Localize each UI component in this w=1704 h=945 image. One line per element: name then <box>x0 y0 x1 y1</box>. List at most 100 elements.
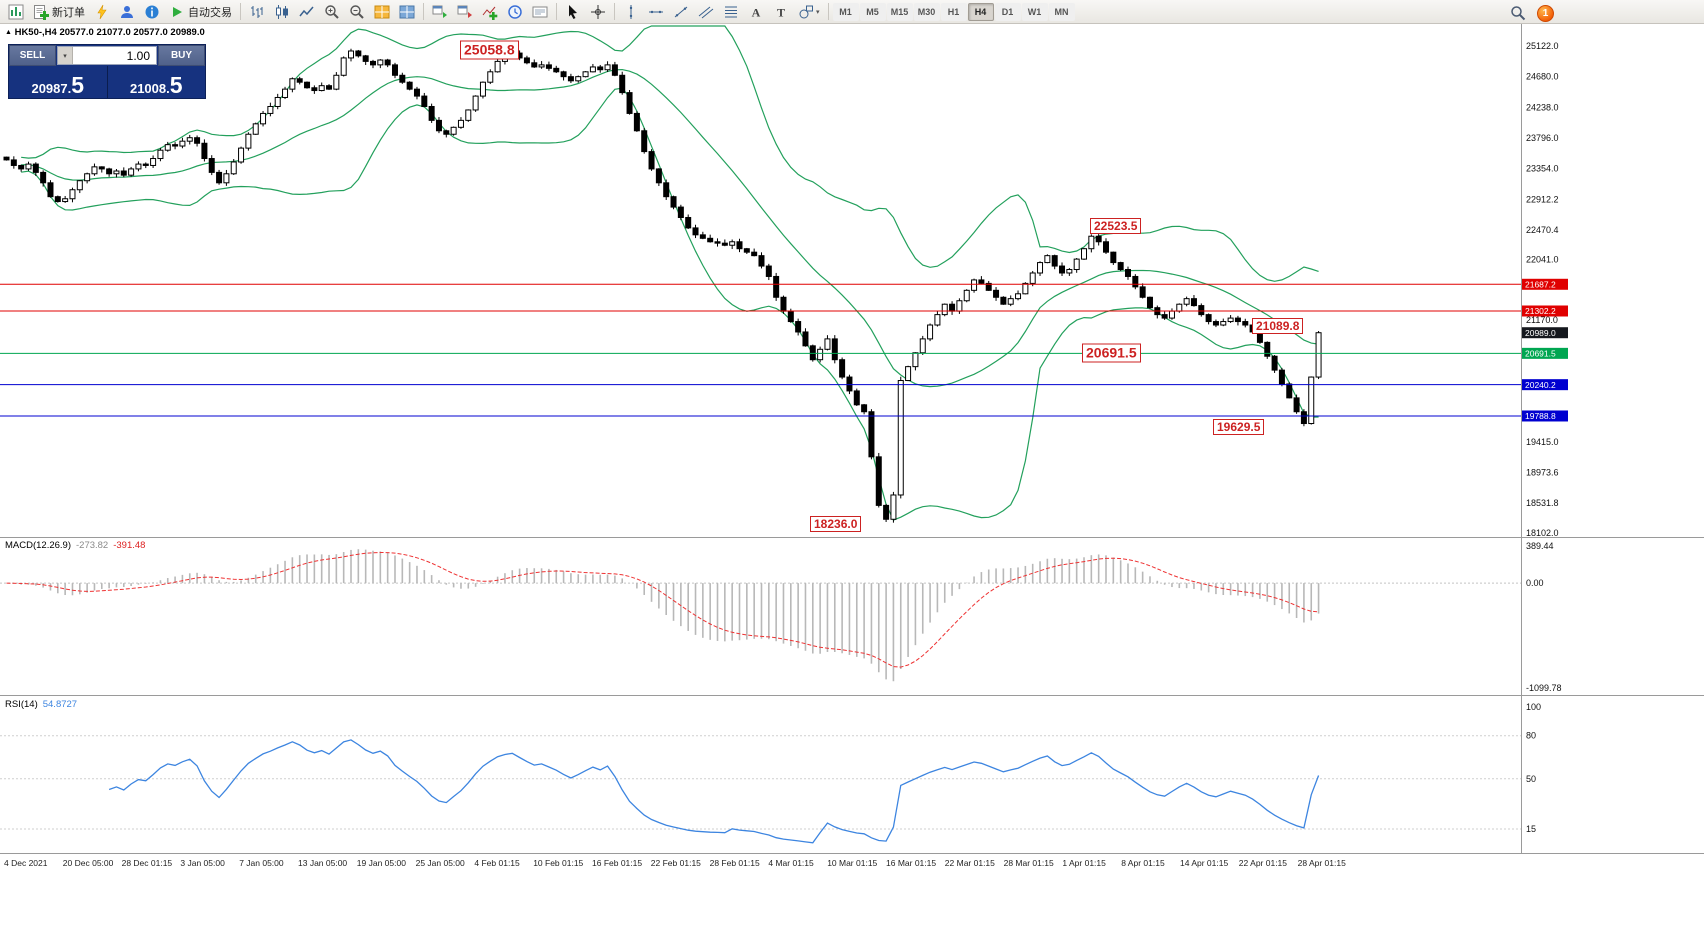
info-icon <box>145 5 159 18</box>
zoom-out-button[interactable] <box>345 2 369 22</box>
price-marker[interactable]: 25058.8 <box>460 40 519 60</box>
line-chart-icon <box>299 6 314 16</box>
svg-text:23354.0: 23354.0 <box>1526 164 1559 174</box>
svg-text:28 Apr 01:15: 28 Apr 01:15 <box>1298 858 1346 868</box>
horizontal-line-icon <box>649 10 663 13</box>
trendline-icon <box>674 6 688 17</box>
channel-icon <box>698 6 714 18</box>
auto-scroll-button[interactable] <box>428 2 452 22</box>
toolbar-separator <box>614 3 615 20</box>
vertical-line-icon <box>629 4 633 19</box>
blue-grid-icon <box>399 5 415 18</box>
auto-trade-label: 自动交易 <box>188 6 232 19</box>
price-marker[interactable]: 19629.5 <box>1213 419 1265 435</box>
periods-button[interactable] <box>503 2 527 22</box>
text-a-icon: A <box>752 5 761 19</box>
price-axis[interactable] <box>1521 24 1704 854</box>
timeframe-m15-button[interactable]: M15 <box>886 2 913 21</box>
timeframe-m5-button[interactable]: M5 <box>859 2 886 21</box>
indicator-plus-icon <box>482 6 498 20</box>
crosshair-icon <box>591 4 605 19</box>
volume-value[interactable]: 1.00 <box>126 49 150 63</box>
orange-grid-icon <box>374 5 390 18</box>
svg-text:16 Mar 01:15: 16 Mar 01:15 <box>886 858 936 868</box>
sell-price[interactable]: 20987. 5 <box>9 66 107 98</box>
price-marker[interactable]: 22523.5 <box>1090 218 1142 235</box>
svg-text:21687.2: 21687.2 <box>1525 279 1556 289</box>
svg-text:19 Jan 05:00: 19 Jan 05:00 <box>357 858 406 868</box>
price-marker[interactable]: 18236.0 <box>810 515 862 532</box>
add-indicator-button[interactable] <box>478 2 502 22</box>
sell-button[interactable]: SELL <box>9 45 56 66</box>
price-marker[interactable]: 21089.8 <box>1252 317 1304 334</box>
sell-price-big: 5 <box>71 72 85 98</box>
buy-price-big: 5 <box>169 72 183 98</box>
bar-chart-icon <box>251 5 263 18</box>
new-order-icon <box>34 4 49 20</box>
lightning-icon <box>97 4 107 19</box>
line-chart-type-button[interactable] <box>295 2 319 22</box>
svg-text:8 Apr 01:15: 8 Apr 01:15 <box>1121 858 1165 868</box>
channel-tool-button[interactable] <box>694 2 718 22</box>
profile-button[interactable] <box>115 2 139 22</box>
timeframe-m30-button[interactable]: M30 <box>913 2 940 21</box>
svg-text:20989.0: 20989.0 <box>1525 328 1556 338</box>
tile-blue-button[interactable] <box>395 2 419 22</box>
shapes-tool-button[interactable]: ▾ <box>794 2 824 22</box>
svg-text:23796.0: 23796.0 <box>1526 133 1559 143</box>
chart-shift-button[interactable] <box>453 2 477 22</box>
templates-button[interactable] <box>528 2 552 22</box>
info-button[interactable] <box>140 2 164 22</box>
svg-text:18531.8: 18531.8 <box>1526 498 1559 508</box>
search-icon <box>1511 6 1526 21</box>
timeframe-h4-button[interactable]: H4 <box>967 2 994 21</box>
horizontal-line-tool-button[interactable] <box>644 2 668 22</box>
time-axis[interactable] <box>0 854 1704 874</box>
timeframe-h1-button[interactable]: H1 <box>940 2 967 21</box>
volume-field[interactable]: ▾ 1.00 <box>57 46 157 65</box>
text-tool-button[interactable]: A <box>744 2 768 22</box>
svg-text:18102.0: 18102.0 <box>1526 528 1559 538</box>
svg-text:4 Feb 01:15: 4 Feb 01:15 <box>474 858 520 868</box>
timeframe-m1-button[interactable]: M1 <box>832 2 859 21</box>
crosshair-button[interactable] <box>586 2 610 22</box>
volume-dropdown-icon[interactable]: ▾ <box>58 47 73 64</box>
timeframe-mn-button[interactable]: MN <box>1048 2 1075 21</box>
fibonacci-tool-button[interactable] <box>719 2 743 22</box>
market-watch-button[interactable] <box>90 2 114 22</box>
label-tool-button[interactable]: T <box>769 2 793 22</box>
buy-price[interactable]: 21008. 5 <box>106 66 206 98</box>
svg-text:14 Apr 01:15: 14 Apr 01:15 <box>1180 858 1228 868</box>
fibonacci-icon <box>725 6 737 17</box>
tile-orange-button[interactable] <box>370 2 394 22</box>
auto-trade-button[interactable]: 自动交易 <box>165 2 236 22</box>
svg-text:28 Feb 01:15: 28 Feb 01:15 <box>710 858 760 868</box>
shapes-icon <box>799 5 813 18</box>
main-toolbar: 新订单 自动交易 <box>0 0 1704 24</box>
svg-text:13 Jan 05:00: 13 Jan 05:00 <box>298 858 347 868</box>
timeframe-d1-button[interactable]: D1 <box>994 2 1021 21</box>
new-chart-button[interactable] <box>4 2 28 22</box>
candle-chart-type-button[interactable] <box>270 2 294 22</box>
cursor-button[interactable] <box>561 2 585 22</box>
buy-button[interactable]: BUY <box>158 45 205 66</box>
search-button[interactable] <box>1506 3 1530 23</box>
zoom-in-button[interactable] <box>320 2 344 22</box>
new-order-button[interactable]: 新订单 <box>29 2 89 22</box>
svg-text:20691.5: 20691.5 <box>1525 349 1556 359</box>
zoom-out-icon <box>350 4 364 19</box>
chevron-down-icon: ▾ <box>816 8 820 16</box>
vertical-line-tool-button[interactable] <box>619 2 643 22</box>
price-marker[interactable]: 20691.5 <box>1082 343 1141 363</box>
svg-text:22470.4: 22470.4 <box>1526 225 1559 235</box>
notification-badge[interactable]: 1 <box>1537 4 1554 22</box>
trendline-tool-button[interactable] <box>669 2 693 22</box>
timeframe-w1-button[interactable]: W1 <box>1021 2 1048 21</box>
svg-text:21170.0: 21170.0 <box>1526 315 1558 325</box>
new-chart-icon <box>8 4 24 19</box>
svg-text:-1099.78: -1099.78 <box>1526 683 1562 693</box>
bar-chart-type-button[interactable] <box>245 2 269 22</box>
svg-text:389.44: 389.44 <box>1526 541 1554 551</box>
